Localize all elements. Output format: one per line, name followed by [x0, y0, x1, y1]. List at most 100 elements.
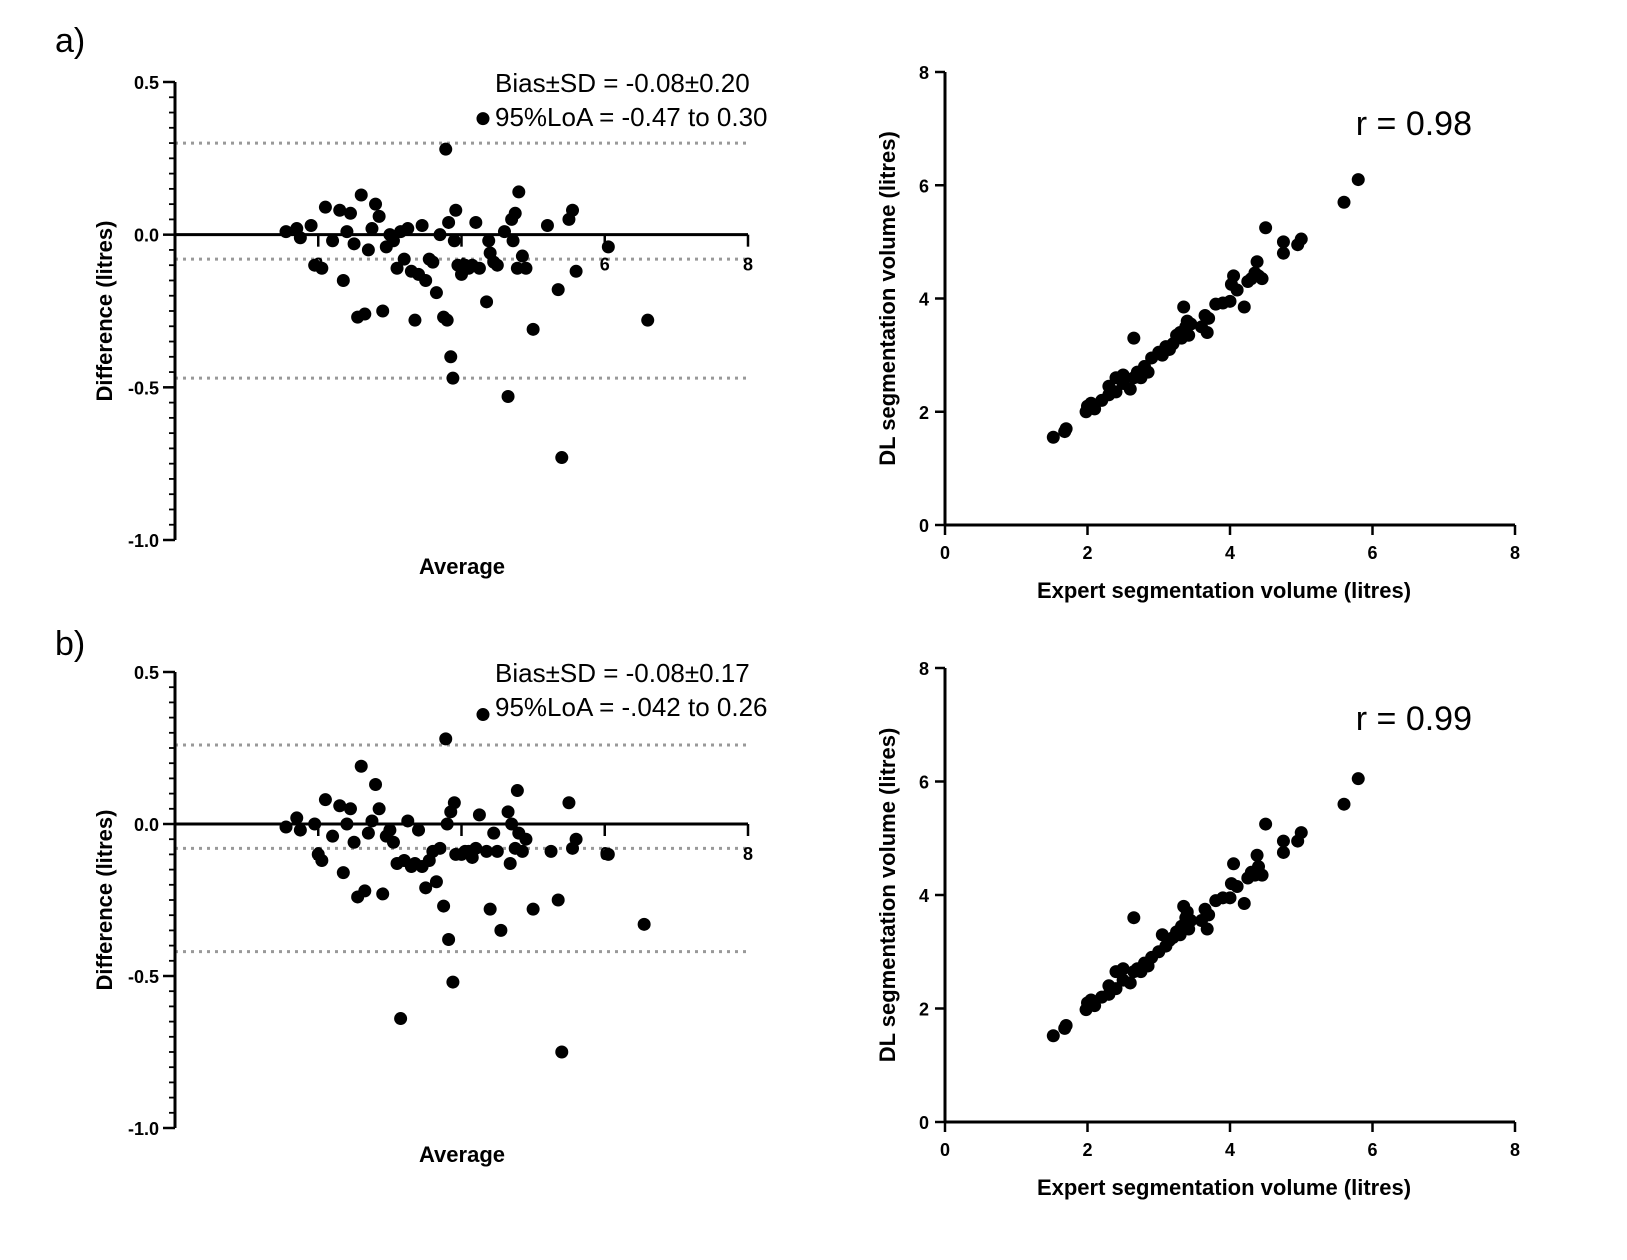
data-point: [394, 1012, 408, 1026]
data-point: [372, 209, 386, 223]
data-point: [1255, 272, 1269, 286]
data-point: [1230, 283, 1244, 297]
data-point: [1088, 999, 1102, 1013]
data-point: [293, 231, 307, 245]
data-point: [1059, 1019, 1073, 1033]
data-point: [326, 234, 340, 248]
data-point: [308, 817, 322, 831]
data-point: [333, 203, 347, 217]
data-point: [1202, 311, 1216, 325]
data-point: [519, 261, 533, 275]
data-point: [487, 826, 501, 840]
data-point: [369, 777, 383, 791]
data-point: [401, 814, 415, 828]
data-point: [1294, 232, 1308, 246]
data-point: [508, 206, 522, 220]
y-tick-label: 2: [919, 1000, 929, 1020]
correlation-plot-b: 0 2 4 6 8 0 2 4 6 8 Expert segmentation volume (li…: [875, 659, 1520, 1200]
y-tick-label: -0.5: [128, 967, 159, 987]
y-tick-label: 0.5: [134, 663, 159, 683]
data-point: [279, 225, 293, 239]
data-point: [340, 817, 354, 831]
x-tick-label: 8: [743, 844, 753, 864]
data-point: [440, 817, 454, 831]
data-point: [340, 225, 354, 239]
data-point: [1237, 897, 1251, 911]
data-point: [429, 286, 443, 300]
data-point: [1230, 879, 1244, 893]
data-point: [358, 307, 372, 321]
data-point: [1237, 300, 1251, 314]
data-point: [566, 203, 580, 217]
data-point: [1351, 173, 1365, 187]
data-point: [601, 240, 615, 254]
y-tick-label: -1.0: [128, 531, 159, 551]
data-point: [318, 793, 332, 807]
x-tick-label: 6: [600, 255, 610, 275]
y-axis-title: DL segmentation volume (litres): [875, 728, 900, 1063]
stats-annotation-1: 95%LoA = -0.47 to 0.30: [495, 102, 768, 132]
data-point: [1109, 385, 1123, 399]
data-point: [494, 923, 508, 937]
data-point: [1337, 195, 1351, 209]
data-point: [442, 215, 456, 229]
data-point: [412, 823, 426, 837]
data-point: [433, 841, 447, 855]
data-point: [1059, 422, 1073, 436]
data-point: [526, 322, 540, 336]
stats-annotation-1: 95%LoA = -.042 to 0.26: [495, 692, 768, 722]
data-point: [490, 844, 504, 858]
data-point: [1123, 382, 1137, 396]
data-point: [1116, 962, 1130, 976]
data-point: [1088, 402, 1102, 416]
x-tick-label: 6: [1367, 1140, 1377, 1160]
data-point: [601, 847, 615, 861]
data-point: [503, 857, 517, 871]
data-point: [369, 197, 383, 211]
data-point: [1259, 221, 1273, 235]
data-point: [440, 313, 454, 327]
data-point: [512, 185, 526, 199]
data-point: [1276, 246, 1290, 260]
data-point: [446, 975, 460, 989]
x-tick-label: 2: [1082, 543, 1092, 563]
data-point: [290, 811, 304, 825]
x-tick-label: 8: [1510, 1140, 1520, 1160]
y-tick-label: 2: [919, 403, 929, 423]
y-tick-label: 8: [919, 659, 929, 679]
data-point: [419, 881, 433, 895]
data-point: [1184, 914, 1198, 928]
data-point: [1046, 430, 1060, 444]
data-point: [1276, 845, 1290, 859]
data-point: [1127, 911, 1141, 925]
data-point: [501, 805, 515, 819]
data-point: [343, 206, 357, 220]
data-point: [476, 112, 490, 126]
data-point: [315, 853, 329, 867]
x-axis-title: Expert segmentation volume (litres): [1037, 578, 1411, 603]
y-tick-label: 6: [919, 773, 929, 793]
data-point: [1259, 817, 1273, 831]
data-point: [501, 389, 515, 403]
data-point: [336, 273, 350, 287]
data-point: [476, 708, 490, 722]
data-point: [510, 784, 524, 798]
data-point: [315, 261, 329, 275]
y-tick-label: 0.5: [134, 73, 159, 93]
data-point: [1223, 891, 1237, 905]
data-point: [469, 215, 483, 229]
y-tick-label: 6: [919, 176, 929, 196]
data-point: [519, 832, 533, 846]
data-point: [439, 732, 453, 746]
data-point: [1276, 834, 1290, 848]
data-point: [526, 902, 540, 916]
data-point: [318, 200, 332, 214]
data-point: [415, 219, 429, 233]
y-tick-label: 8: [919, 63, 929, 83]
x-tick-label: 8: [1510, 543, 1520, 563]
stats-annotation-0: Bias±SD = -0.08±0.17: [495, 658, 750, 688]
y-axis-title: Difference (litres): [92, 221, 117, 402]
data-point: [1182, 328, 1196, 342]
data-point: [544, 844, 558, 858]
data-point: [358, 884, 372, 898]
